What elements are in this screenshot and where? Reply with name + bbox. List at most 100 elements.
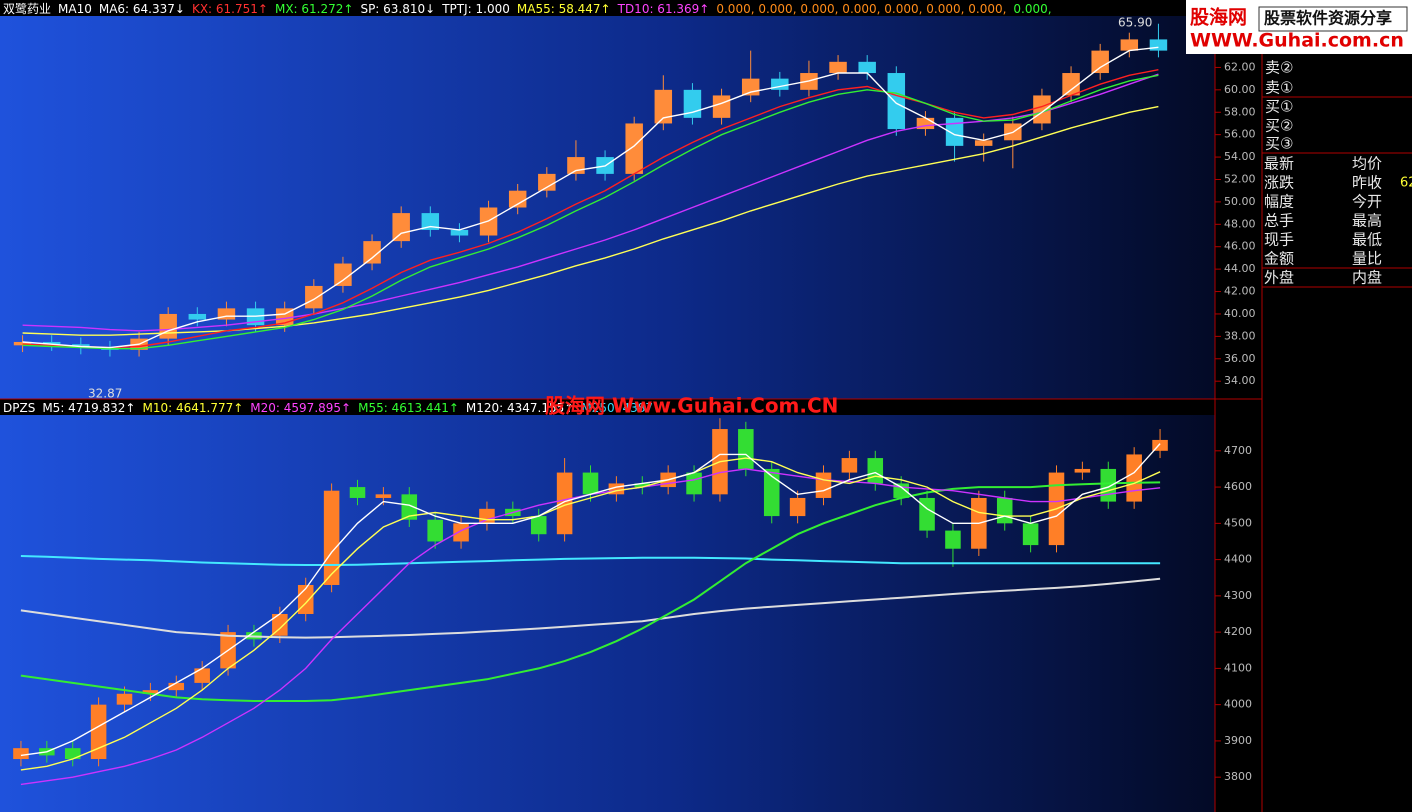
side-background <box>1215 0 1412 812</box>
header-item: SP: 63.810↓ <box>360 2 435 16</box>
quote-label: 金额 <box>1264 250 1294 268</box>
y-tick-label: 4200 <box>1224 625 1252 638</box>
y-tick-label: 60.00 <box>1224 83 1256 96</box>
header-item: MA55: 58.447↑ <box>517 2 611 16</box>
ma-line <box>20 443 1161 757</box>
quote-label: 总手 <box>1264 212 1294 230</box>
candle-body <box>945 117 964 146</box>
candle-body <box>771 78 789 90</box>
quote-label: 最高 <box>1352 212 1382 230</box>
y-tick-label: 52.00 <box>1224 172 1256 185</box>
header-bar <box>0 399 1215 415</box>
quote-label: 最低 <box>1352 231 1382 249</box>
candle-body <box>996 497 1013 524</box>
y-tick-label: 38.00 <box>1224 329 1256 342</box>
candle-body <box>1062 73 1080 96</box>
quote-label: 今开 <box>1352 193 1382 211</box>
candle-body <box>334 263 352 286</box>
candle-body <box>974 140 993 146</box>
quote-label: 幅度 <box>1264 193 1294 211</box>
candle-body <box>712 95 731 118</box>
candle-body <box>556 472 573 535</box>
candle-body <box>738 429 754 469</box>
y-tick-label: 4600 <box>1224 480 1252 493</box>
y-tick-label: 3800 <box>1224 770 1252 783</box>
ma-line <box>22 69 1159 349</box>
candle-body <box>194 668 210 683</box>
candle-body <box>686 472 702 495</box>
candle-body <box>1152 439 1168 451</box>
header-item: 双鹭药业 <box>3 1 51 16</box>
ma-line <box>22 74 1159 350</box>
y-tick-label: 62.00 <box>1224 60 1256 73</box>
quote-label: 现手 <box>1264 231 1294 249</box>
y-tick-label: 4500 <box>1224 516 1252 529</box>
candle-body <box>858 61 876 74</box>
high-annotation: 65.90 <box>1118 16 1152 30</box>
header-item: M5: 4719.832↑ <box>42 401 135 415</box>
candle-body <box>168 682 185 691</box>
ma-line <box>20 457 1161 771</box>
quote-label: 涨跌 <box>1264 174 1294 192</box>
candle-body <box>634 483 651 488</box>
candle-body <box>867 458 884 484</box>
header-item: MA6: 64.337↓ <box>99 2 185 16</box>
y-tick-label: 40.00 <box>1224 307 1256 320</box>
header-item: M20: 4597.895↑ <box>250 401 351 415</box>
candle-body <box>829 61 847 74</box>
logo-slogan: 股票软件资源分享 <box>1264 9 1392 28</box>
candle-body <box>1126 454 1142 502</box>
candle-body <box>508 190 527 208</box>
candle-body <box>654 89 673 124</box>
candle-body <box>887 73 906 130</box>
candle-body <box>763 468 780 517</box>
candle-body <box>1074 468 1091 473</box>
candle-body <box>421 213 440 230</box>
y-tick-label: 56.00 <box>1224 128 1256 141</box>
ma-line <box>20 481 1161 702</box>
header-item: 0.000, <box>1013 2 1051 16</box>
candle-body <box>272 613 288 636</box>
candle-body <box>159 313 177 339</box>
logo-box <box>1186 0 1412 54</box>
header-item: M250: 4387 <box>581 401 653 415</box>
candle-body <box>450 229 469 236</box>
y-tick-label: 36.00 <box>1224 352 1256 365</box>
candle-body <box>815 472 832 498</box>
header-item: M10: 4641.777↑ <box>143 401 244 415</box>
header-item: TPTJ: 1.000 <box>441 2 510 16</box>
indicator-header: DPZS M5: 4719.832↑ M10: 4641.777↑ M20: 4597… <box>3 401 653 415</box>
candle-body <box>916 117 935 130</box>
ma-line <box>20 577 1161 639</box>
y-tick-label: 4300 <box>1224 589 1252 602</box>
quote-label: 昨收 <box>1352 174 1382 192</box>
candle-body <box>608 483 625 495</box>
ma-line <box>22 105 1159 336</box>
candle-body <box>323 490 340 585</box>
candle-body <box>90 704 107 760</box>
y-tick-label: 4400 <box>1224 553 1252 566</box>
y-tick-label: 34.00 <box>1224 374 1256 387</box>
candle-body <box>1100 468 1117 502</box>
y-tick-label: 4000 <box>1224 698 1252 711</box>
candle-body <box>567 157 585 174</box>
candle-body <box>1149 39 1168 51</box>
candle-body <box>530 516 547 535</box>
chart-panel: 双鹭药业 MA10 MA6: 64.337↓ KX: 61.751↑ MX: 61.27… <box>3 1 1256 388</box>
candle-body <box>64 748 81 760</box>
candle-body <box>401 494 418 520</box>
header-item: M55: 4613.441↑ <box>358 401 459 415</box>
candle-body <box>188 313 207 320</box>
candle-body <box>363 241 381 264</box>
candle-body <box>1033 95 1051 124</box>
header-item: DPZS <box>3 401 35 415</box>
header-item: TD10: 61.369↑ <box>617 2 710 16</box>
candle-body <box>13 748 29 760</box>
header-item: MX: 61.272↑ <box>275 2 353 16</box>
logo-name: 股海网 <box>1190 6 1247 29</box>
candle-body <box>538 173 556 191</box>
order-book-label: 买① <box>1265 98 1293 116</box>
y-tick-label: 46.00 <box>1224 240 1256 253</box>
candle-body <box>427 519 443 542</box>
